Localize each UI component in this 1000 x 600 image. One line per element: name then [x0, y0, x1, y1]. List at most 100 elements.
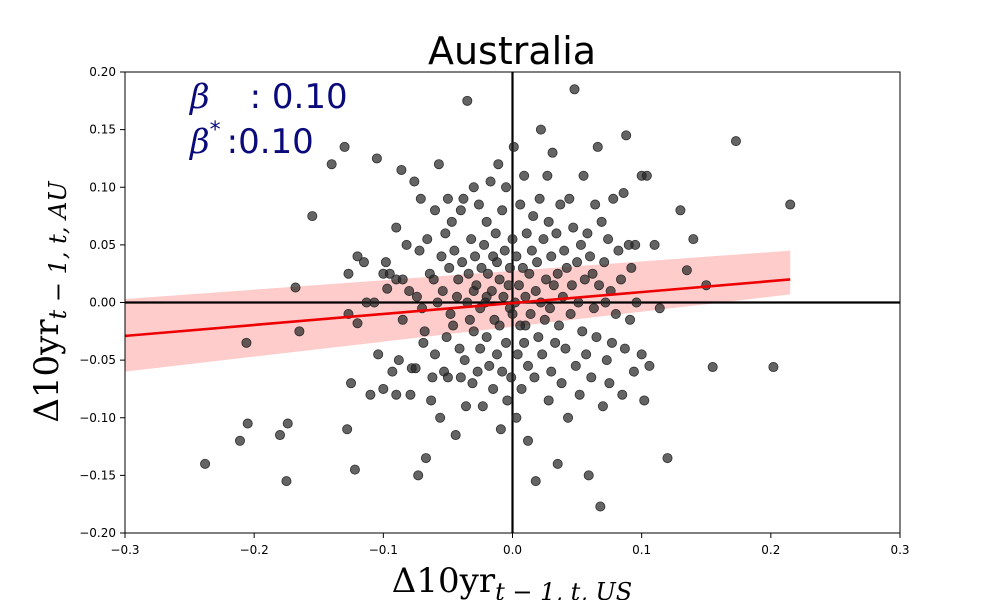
- data-point: [675, 205, 686, 216]
- data-point: [342, 424, 353, 435]
- data-point: [437, 285, 448, 296]
- data-point: [371, 153, 382, 164]
- data-point: [559, 245, 570, 256]
- data-point: [625, 314, 636, 325]
- data-point: [586, 372, 597, 383]
- data-point: [346, 378, 357, 389]
- data-point: [621, 130, 632, 141]
- data-point: [464, 314, 475, 325]
- data-point: [613, 245, 624, 256]
- data-point: [343, 268, 354, 279]
- data-point: [563, 412, 574, 423]
- data-point: [502, 395, 513, 406]
- x-axis-label: Δ10yrt − 1, t, US: [392, 561, 632, 600]
- data-point: [491, 257, 502, 268]
- x-tick-label: 0.1: [632, 543, 651, 557]
- data-point: [435, 412, 446, 423]
- data-point: [477, 401, 488, 412]
- data-point: [441, 332, 452, 343]
- data-point: [485, 176, 496, 187]
- data-point: [497, 366, 508, 377]
- data-point: [575, 239, 586, 250]
- data-point: [517, 262, 528, 273]
- x-tick-label: −0.3: [110, 543, 139, 557]
- data-point: [294, 326, 305, 337]
- data-point: [542, 170, 553, 181]
- data-point: [419, 326, 430, 337]
- data-point: [537, 349, 548, 360]
- data-point: [494, 274, 505, 285]
- data-point: [454, 343, 465, 354]
- data-point: [524, 268, 535, 279]
- data-point: [628, 366, 639, 377]
- data-point: [282, 418, 293, 429]
- data-point: [521, 228, 532, 239]
- data-point: [601, 355, 612, 366]
- data-point: [460, 401, 471, 412]
- data-point: [387, 366, 398, 377]
- data-point: [499, 245, 510, 256]
- data-point: [442, 372, 453, 383]
- data-point: [397, 274, 408, 285]
- data-point: [429, 205, 440, 216]
- data-point: [520, 320, 531, 331]
- data-point: [391, 389, 402, 400]
- data-point: [427, 372, 438, 383]
- data-point: [519, 337, 530, 348]
- data-point: [534, 193, 545, 204]
- data-point: [543, 395, 554, 406]
- data-point: [497, 205, 508, 216]
- beta-star-value: :0.10: [227, 122, 314, 162]
- data-point: [533, 332, 544, 343]
- data-point: [604, 378, 615, 389]
- data-point: [579, 274, 590, 285]
- data-point: [501, 182, 512, 193]
- data-point: [610, 309, 621, 320]
- data-point: [513, 280, 524, 291]
- beta-star-annotation: β*:0.10: [188, 118, 314, 162]
- data-point: [463, 268, 474, 279]
- data-point: [582, 228, 593, 239]
- data-point: [649, 239, 660, 250]
- data-point: [365, 389, 376, 400]
- data-point: [504, 262, 515, 273]
- data-point: [352, 251, 363, 262]
- plot-area: −0.3 −0.2 −0.1 0.0 0.1 0.2 0.3 −0.20 −0.15 −0.10 −…: [79, 65, 909, 557]
- data-point: [512, 349, 523, 360]
- data-point: [491, 349, 502, 360]
- data-point: [457, 257, 468, 268]
- data-point: [574, 389, 585, 400]
- data-point: [707, 362, 718, 373]
- data-point: [446, 216, 457, 227]
- data-point: [369, 297, 380, 308]
- data-point: [420, 453, 431, 464]
- data-point: [503, 280, 514, 291]
- data-point: [639, 395, 650, 406]
- data-point: [396, 164, 407, 175]
- data-point: [358, 257, 369, 268]
- y-axis-label-group: Δ10yrt − 1, t, AU: [27, 181, 72, 423]
- data-point: [467, 378, 478, 389]
- data-point: [730, 136, 741, 147]
- data-point: [378, 383, 389, 394]
- regression-line: [124, 278, 791, 338]
- beta-star-symbol: β: [188, 122, 210, 162]
- data-point: [481, 291, 492, 302]
- data-point: [482, 268, 493, 279]
- data-point: [382, 283, 393, 294]
- data-point: [476, 262, 487, 273]
- data-point: [449, 245, 460, 256]
- data-point: [538, 234, 549, 245]
- data-point: [597, 401, 608, 412]
- data-point: [523, 360, 534, 371]
- data-point: [426, 395, 437, 406]
- data-point: [526, 245, 537, 256]
- data-point: [410, 363, 421, 374]
- data-point: [688, 234, 699, 245]
- data-point: [466, 234, 477, 245]
- chart-title: Australia: [428, 29, 596, 73]
- data-point: [380, 257, 391, 268]
- data-point: [516, 383, 527, 394]
- data-point: [550, 337, 561, 348]
- y-axis-label: Δ10yrt − 1, t, AU: [27, 181, 72, 423]
